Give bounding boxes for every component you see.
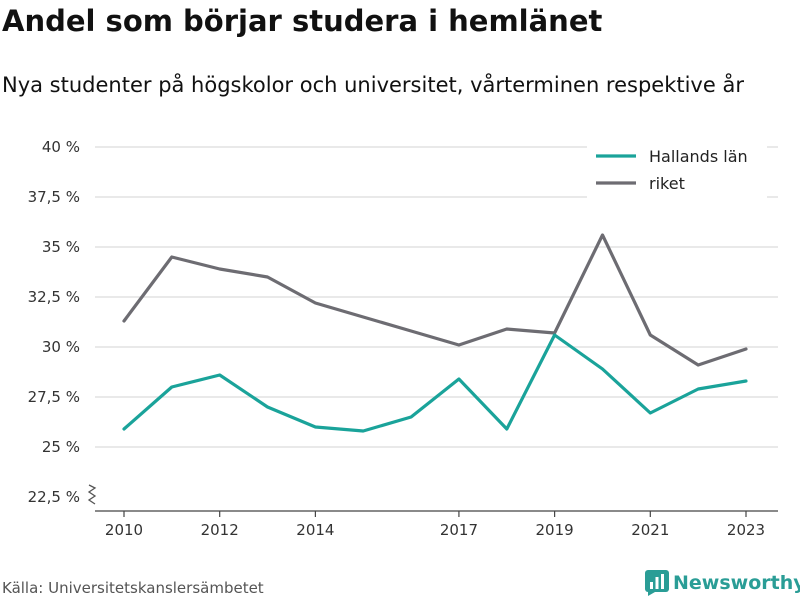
legend-background [587,140,767,198]
y-tick-label: 27,5 % [28,388,80,406]
legend-label: riket [649,174,685,193]
x-tick-label: 2014 [296,521,334,539]
x-tick-label: 2010 [105,521,143,539]
newsworthy-logo: Newsworthy [645,570,800,596]
legend-label: Hallands län [649,147,748,166]
chart-subtitle: Nya studenter på högskolor och universit… [2,73,744,97]
x-tick-label: 2019 [536,521,574,539]
chart-title: Andel som börjar studera i hemlänet [2,4,603,38]
y-tick-label: 35 % [42,238,80,256]
y-tick-label: 32,5 % [28,288,80,306]
x-tick-label: 2017 [440,521,478,539]
series-line-riket [122,233,748,367]
y-tick-label: 25 % [42,438,80,456]
newsworthy-logo-text: Newsworthy [673,572,800,594]
y-axis: 22,5 % 25 % 27,5 % 30 % 32,5 % 35 % 37,5 % 40 % [28,138,97,506]
y-tick-label: 30 % [42,338,80,356]
y-tick-label: 37,5 % [28,188,80,206]
y-tick-label: 40 % [42,138,80,156]
series-line-hallands-lan [122,333,748,433]
legend: Hallands län riket [587,140,767,198]
x-tick-label: 2012 [201,521,239,539]
x-tick-label: 2023 [727,521,765,539]
line-chart: 22,5 % 25 % 27,5 % 30 % 32,5 % 35 % 37,5 % 40 %… [28,138,778,539]
series-lines [122,233,748,433]
source-note: Källa: Universitetskanslersämbetet [2,579,264,597]
axis-break-marker [87,484,97,505]
newsworthy-logo-icon [645,570,669,596]
x-axis: 2010 2012 2014 2017 2019 2021 2023 [95,510,778,539]
x-tick-label: 2021 [631,521,669,539]
y-tick-label: 22,5 % [28,488,80,506]
